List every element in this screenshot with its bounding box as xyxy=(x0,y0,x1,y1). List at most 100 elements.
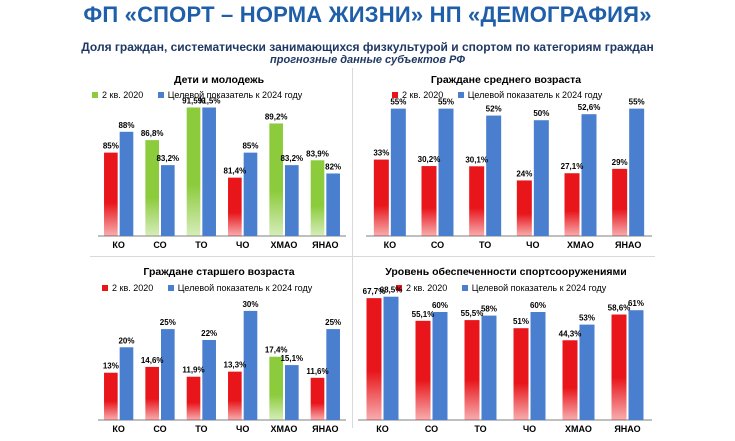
bar-current-СО xyxy=(145,366,159,420)
bar-target-ТО xyxy=(481,315,497,420)
bar-target-СО xyxy=(438,108,454,236)
category-label: ХМАО xyxy=(271,424,298,434)
bar-current-КО xyxy=(366,298,382,420)
chart-title: Граждане старшего возраста xyxy=(143,266,295,278)
data-label-current: 51% xyxy=(513,317,529,326)
legend-swatch-current xyxy=(396,284,402,291)
bar-current-ЧО xyxy=(513,328,529,420)
data-label-target: 25% xyxy=(325,318,341,327)
category-label: ХМАО xyxy=(567,240,594,250)
data-label-current: 30,1% xyxy=(465,155,488,164)
bar-current-ТО xyxy=(186,376,201,420)
bar-target-СО xyxy=(161,165,175,236)
data-label-current: 44,3% xyxy=(559,329,582,338)
category-label: ТО xyxy=(474,424,486,434)
bar-target-ТО xyxy=(202,340,216,420)
legend-swatch-current xyxy=(392,91,398,98)
bar-target-ЧО xyxy=(243,310,258,420)
bar-current-ЯНАО xyxy=(612,168,628,236)
bar-current-СО xyxy=(145,140,159,236)
category-label: ТО xyxy=(195,240,207,250)
bar-target-ЯНАО xyxy=(326,173,340,236)
bar-current-ХМАО xyxy=(562,340,578,420)
data-label-target: 50% xyxy=(533,109,549,118)
bar-target-ЧО xyxy=(530,312,546,420)
legend-label-current: 2 кв. 2020 xyxy=(102,89,144,100)
bar-current-ЧО xyxy=(228,177,242,236)
category-label: ЧО xyxy=(526,240,539,250)
data-label-current: 30,2% xyxy=(418,155,441,164)
data-label-current: 91,5% xyxy=(182,96,205,105)
legend-label-target: Целевой показатель к 2024 году xyxy=(467,89,603,100)
chart-legend: 2 кв. 2020 Целевой показатель к 2024 год… xyxy=(102,282,324,293)
data-label-current: 86,8% xyxy=(141,129,164,138)
category-label: ХМАО xyxy=(271,240,298,250)
data-label-target: 30% xyxy=(242,300,258,309)
data-label-current: 13,3% xyxy=(224,361,247,370)
bar-current-ТО xyxy=(464,320,480,420)
page-subtitle: Доля граждан, систематически занимающихс… xyxy=(81,40,654,54)
bar-target-ХМАО xyxy=(285,365,299,420)
chart-panel-facilities: Уровень обеспеченности спортсооружениями… xyxy=(356,262,656,438)
data-label-target: 55% xyxy=(390,98,406,107)
chart-title: Уровень обеспеченности спортсооружениями xyxy=(385,266,627,278)
data-label-target: 58% xyxy=(481,305,497,314)
data-label-target: 85% xyxy=(242,142,258,151)
bar-current-ЯНАО xyxy=(310,377,325,420)
bar-current-ХМАО xyxy=(269,123,283,236)
bar-target-ХМАО xyxy=(581,114,597,236)
bar-current-ТО xyxy=(469,166,485,236)
data-label-current: 67,7% xyxy=(363,287,386,296)
category-label: ТО xyxy=(479,240,491,250)
category-label: СО xyxy=(153,424,166,434)
data-label-target: 68,5% xyxy=(380,286,403,295)
legend-swatch-target xyxy=(457,91,464,98)
category-label: СО xyxy=(431,240,444,250)
legend-swatch-target xyxy=(461,284,468,291)
chart-legend: 2 кв. 2020 Целевой показатель к 2024 год… xyxy=(92,89,314,100)
data-label-current: 55,1% xyxy=(412,310,435,319)
bar-current-КО xyxy=(104,152,118,236)
bar-target-КО xyxy=(119,347,134,420)
bar-current-КО xyxy=(104,372,118,420)
page-title: ФП «СПОРТ – НОРМА ЖИЗНИ» НП «ДЕМОГРАФИЯ» xyxy=(83,2,652,27)
data-label-target: 88% xyxy=(118,121,134,130)
bar-target-КО xyxy=(383,296,399,420)
chart-panel-middle-age: Граждане среднего возраста 2 кв. 2020 Це… xyxy=(356,70,656,252)
data-label-target: 52% xyxy=(486,105,502,114)
bar-current-ЯНАО xyxy=(310,160,325,236)
bar-chart: 33% 55% КО 30,2% 55% СО 30,1% 52% ТО 24% 50% ЧО 27,1… xyxy=(366,98,652,250)
category-label: СО xyxy=(425,424,438,434)
data-label-current: 83,9% xyxy=(306,149,329,158)
bar-target-ХМАО xyxy=(579,324,595,420)
chart-legend: 2 кв. 2020 Целевой показатель к 2024 год… xyxy=(396,282,618,293)
bar-current-СО xyxy=(421,166,437,236)
chart-panel-children-youth: Дети и молодежь 2 кв. 2020 Целевой показ… xyxy=(88,70,350,252)
chart-title: Дети и молодежь xyxy=(173,74,265,86)
legend-label-target: Целевой показатель к 2024 году xyxy=(167,89,303,100)
data-label-current: 89,2% xyxy=(265,112,288,121)
legend-swatch-current xyxy=(102,284,108,291)
data-label-target: 61% xyxy=(628,299,644,308)
data-label-target: 83,2% xyxy=(280,154,303,163)
bar-current-ХМАО xyxy=(269,356,283,420)
data-label-current: 58,6% xyxy=(608,304,631,313)
data-label-target: 60% xyxy=(432,301,448,310)
bar-current-ЧО xyxy=(516,180,532,236)
legend-label-target: Целевой показатель к 2024 году xyxy=(177,282,313,293)
legend-swatch-target xyxy=(157,91,164,98)
data-label-current: 11,6% xyxy=(306,367,328,376)
bar-target-ТО xyxy=(202,107,216,236)
category-label: КО xyxy=(112,240,125,250)
category-label: ЧО xyxy=(236,424,249,434)
bar-chart: 85% 88% КО 86,8% 83,2% СО 91,5%91,5% ТО 81,4% 85%… xyxy=(98,96,346,250)
category-label: ЯНАО xyxy=(614,424,640,434)
legend-swatch-current xyxy=(92,91,98,98)
category-label: ТО xyxy=(195,424,207,434)
data-label-current: 17,4% xyxy=(265,346,288,355)
bar-target-ЧО xyxy=(243,152,258,236)
data-label-current: 55,5% xyxy=(461,309,484,318)
category-label: КО xyxy=(376,424,389,434)
data-label-target: 20% xyxy=(118,336,134,345)
legend-label-target: Целевой показатель к 2024 году xyxy=(471,282,607,293)
